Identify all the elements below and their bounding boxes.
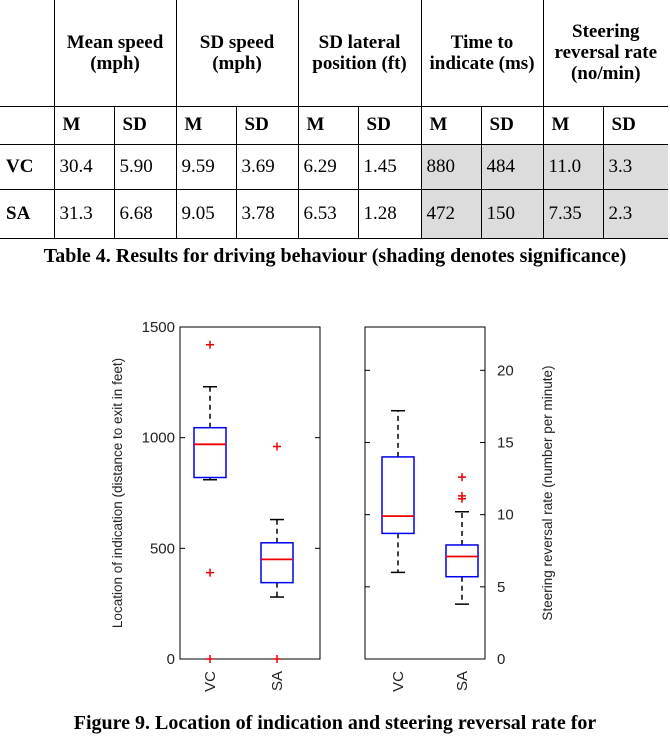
table-row: SA 31.3 6.68 9.05 3.78 6.53 1.28 472 150… xyxy=(0,188,669,239)
table-cell-shaded: 7.35 xyxy=(542,188,604,239)
table-cell: 1.45 xyxy=(357,143,422,190)
y-axis-label: Location of indication (distance to exit… xyxy=(110,358,125,628)
outlier-point xyxy=(206,340,214,349)
row-label-sa: SA xyxy=(0,188,55,239)
subheader-cell: SD xyxy=(113,105,177,145)
subheader-cell: M xyxy=(542,105,604,145)
y-tick-label: 0 xyxy=(497,651,505,668)
y-tick-label: 5 xyxy=(497,579,505,596)
subheader-cell: SD xyxy=(235,105,299,145)
table-cell-shaded: 2.3 xyxy=(602,188,669,239)
subheader-cell: M xyxy=(420,105,482,145)
steering-reversal-rate-panel: 0 5 10 15 20 Steering reversal rate (number p… xyxy=(364,326,555,692)
table-cell: 3.69 xyxy=(235,143,299,190)
subheader-cell: SD xyxy=(357,105,422,145)
subheader-cell: SD xyxy=(480,105,544,145)
header-sd-speed: SD speed (mph) xyxy=(175,0,299,107)
x-tick-label: SA xyxy=(454,671,471,691)
row-label-vc: VC xyxy=(0,143,55,190)
y-tick-label: 15 xyxy=(497,434,514,451)
axes-frame xyxy=(364,326,486,660)
header-row: Mean speed (mph) SD speed (mph) SD later… xyxy=(0,0,669,107)
subheader-cell: M xyxy=(175,105,237,145)
outlier-point xyxy=(458,473,466,482)
table-cell: 30.4 xyxy=(53,143,115,190)
header-mean-speed: Mean speed (mph) xyxy=(53,0,177,107)
boxplot-figure: 0 500 1000 1500 Location of indication (dist… xyxy=(110,319,555,692)
header-time-to-indicate: Time to indicate (ms) xyxy=(420,0,544,107)
table-row: VC 30.4 5.90 9.59 3.69 6.29 1.45 880 484… xyxy=(0,143,669,190)
subheader-cell: SD xyxy=(602,105,669,145)
table-cell: 6.53 xyxy=(297,188,359,239)
x-tick-label: VC xyxy=(390,671,407,692)
outlier-point xyxy=(273,655,281,663)
box-vc xyxy=(381,456,415,535)
y-tick-label: 500 xyxy=(150,540,175,557)
table-cell: 6.29 xyxy=(297,143,359,190)
table-cell-shaded: 880 xyxy=(420,143,482,190)
header-steering-reversal-rate: Steering reversal rate (no/min) xyxy=(542,0,669,107)
table-cell: 3.78 xyxy=(235,188,299,239)
y-tick-label: 0 xyxy=(167,651,175,668)
results-table: Mean speed (mph) SD speed (mph) SD later… xyxy=(0,0,669,239)
table-cell: 1.28 xyxy=(357,188,422,239)
subheader-cell: M xyxy=(297,105,359,145)
outlier-point xyxy=(273,442,281,451)
subheader-corner xyxy=(0,105,55,145)
table-cell: 9.05 xyxy=(175,188,237,239)
figure-caption: Figure 9. Location of indication and ste… xyxy=(73,712,597,734)
y-tick-label: 1500 xyxy=(142,319,175,336)
subheader-row: M SD M SD M SD M SD M SD xyxy=(0,105,669,145)
outlier-point xyxy=(206,568,214,577)
y-tick-label: 20 xyxy=(497,362,514,379)
table-cell: 31.3 xyxy=(53,188,115,239)
axes-frame xyxy=(179,326,321,660)
box-sa xyxy=(445,544,479,578)
box-sa xyxy=(260,542,294,584)
table-cell: 5.90 xyxy=(113,143,177,190)
table-caption: Table 4. Results for driving behaviour (… xyxy=(43,245,627,267)
outlier-point xyxy=(206,655,214,663)
box-vc xyxy=(193,426,227,479)
location-of-indication-panel: 0 500 1000 1500 Location of indication (dist… xyxy=(110,319,321,692)
table-cell-shaded: 11.0 xyxy=(542,143,604,190)
subheader-cell: M xyxy=(53,105,115,145)
x-tick-label: VC xyxy=(202,671,219,692)
header-sd-lateral-position: SD lateral position (ft) xyxy=(297,0,422,107)
y-tick-label: 10 xyxy=(497,507,514,524)
table-cell: 9.59 xyxy=(175,143,237,190)
table-cell-shaded: 150 xyxy=(480,188,544,239)
corner-cell xyxy=(0,0,55,107)
table-cell-shaded: 3.3 xyxy=(602,143,669,190)
y-axis-label: Steering reversal rate (number per minut… xyxy=(540,365,555,620)
table-cell-shaded: 472 xyxy=(420,188,482,239)
x-tick-label: SA xyxy=(269,671,286,691)
outlier-point xyxy=(458,494,466,503)
table-cell: 6.68 xyxy=(113,188,177,239)
table-cell-shaded: 484 xyxy=(480,143,544,190)
y-tick-label: 1000 xyxy=(142,430,175,447)
